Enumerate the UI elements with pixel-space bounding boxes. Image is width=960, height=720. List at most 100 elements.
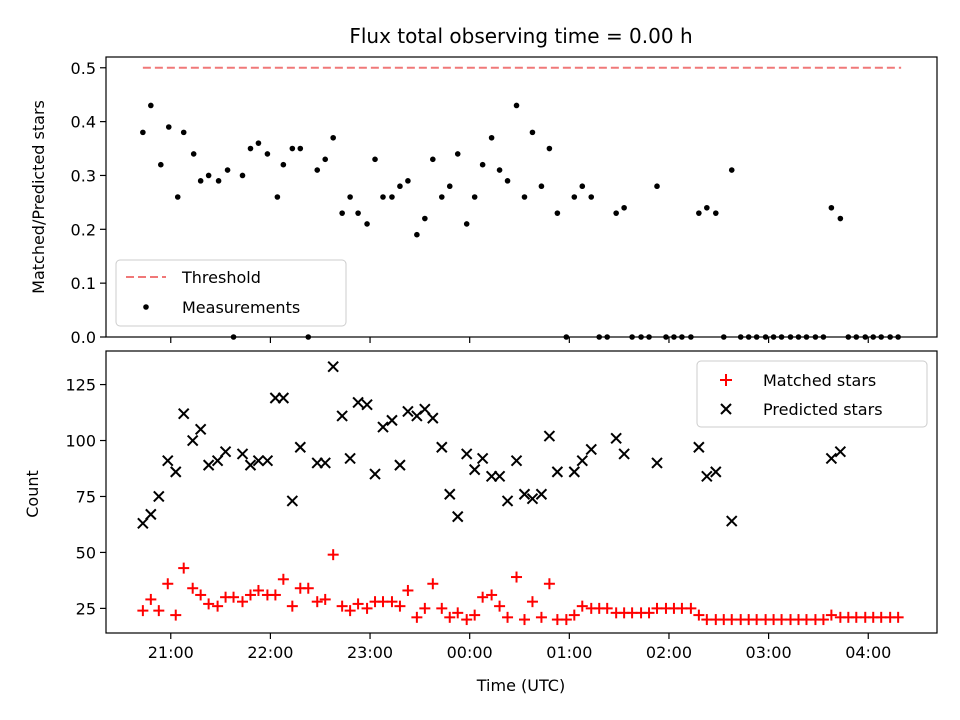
measurement-point bbox=[454, 151, 461, 157]
matched-star-point bbox=[461, 614, 473, 626]
matched-star-point bbox=[511, 571, 523, 583]
predicted-star-point bbox=[137, 517, 149, 530]
matched-star-point bbox=[825, 609, 837, 621]
matched-star-point bbox=[494, 600, 506, 612]
measurement-point bbox=[339, 210, 345, 216]
predicted-star-point bbox=[162, 454, 174, 467]
predicted-star-point bbox=[344, 452, 356, 465]
bottom-legend-box bbox=[696, 360, 928, 428]
matched-star-point bbox=[336, 600, 348, 612]
matched-star-point bbox=[568, 609, 580, 621]
measurement-point bbox=[546, 145, 553, 152]
matched-star-point bbox=[187, 582, 199, 594]
matched-star-point bbox=[352, 598, 364, 610]
bottom-xtick-label: 03:00 bbox=[746, 643, 792, 662]
matched-star-point bbox=[162, 578, 174, 590]
predicted-star-point bbox=[319, 457, 331, 469]
predicted-star-point bbox=[194, 423, 207, 436]
measurement-point bbox=[621, 204, 627, 211]
predicted-star-point bbox=[252, 454, 265, 467]
predicted-star-point bbox=[145, 508, 157, 521]
matched-star-point bbox=[685, 602, 697, 614]
predicted-star-point bbox=[693, 441, 705, 453]
matched-star-point bbox=[319, 593, 331, 605]
predicted-star-point bbox=[327, 360, 339, 373]
measurement-point bbox=[696, 210, 702, 216]
measurement-point bbox=[529, 129, 536, 136]
matched-star-point bbox=[817, 614, 829, 626]
matched-star-point bbox=[543, 578, 555, 590]
predicted-star-point bbox=[701, 470, 713, 483]
bottom-x-ticks: 21:00 22:00 23:00 00:00 01:00 02:00 03:00 04:00 bbox=[148, 633, 891, 662]
measurement-point bbox=[471, 194, 478, 200]
bottom-plot-marks bbox=[137, 360, 904, 626]
measurement-point bbox=[197, 178, 204, 184]
predicted-star-point bbox=[726, 515, 738, 527]
legend-measurements-swatch bbox=[143, 304, 149, 310]
bottom-xtick-label: 01:00 bbox=[546, 643, 592, 662]
matched-star-point bbox=[427, 578, 439, 590]
matched-star-point bbox=[269, 589, 281, 601]
measurement-point bbox=[488, 134, 495, 141]
matched-star-point bbox=[311, 596, 323, 608]
matched-star-point bbox=[344, 605, 356, 617]
predicted-star-point bbox=[244, 459, 257, 471]
matched-star-point bbox=[643, 607, 655, 619]
legend-predicted-swatch bbox=[720, 403, 732, 415]
predicted-star-point bbox=[419, 403, 431, 415]
measurement-point bbox=[148, 102, 154, 109]
measurement-point bbox=[728, 167, 735, 173]
measurement-point bbox=[554, 210, 561, 216]
predicted-star-point bbox=[610, 432, 622, 444]
matched-star-point bbox=[560, 614, 572, 626]
measurement-point bbox=[174, 194, 181, 200]
top-ytick-label: 0.4 bbox=[71, 113, 96, 132]
matched-star-point bbox=[419, 602, 431, 614]
bottom-ytick-label: 125 bbox=[65, 376, 96, 395]
predicted-star-point bbox=[261, 454, 274, 467]
bottom-xtick-label: 04:00 bbox=[845, 643, 891, 662]
matched-star-point bbox=[469, 609, 481, 621]
measurement-point bbox=[463, 221, 470, 227]
measurement-point bbox=[205, 172, 212, 179]
matched-star-point bbox=[477, 591, 489, 603]
predicted-star-point bbox=[501, 495, 514, 507]
matched-star-point bbox=[518, 614, 530, 626]
predicted-star-point bbox=[510, 454, 523, 467]
predicted-star-point bbox=[568, 466, 581, 478]
legend-matched-label: Matched stars bbox=[763, 371, 876, 390]
matched-star-point bbox=[411, 611, 423, 623]
measurement-point bbox=[430, 156, 436, 163]
matched-star-point bbox=[361, 602, 373, 614]
measurement-point bbox=[405, 178, 411, 184]
matched-star-point bbox=[444, 611, 456, 623]
measurement-point bbox=[247, 145, 254, 152]
matched-star-point bbox=[170, 609, 182, 621]
bottom-legend: Matched stars Predicted stars bbox=[696, 360, 928, 428]
measurement-point bbox=[372, 156, 378, 163]
predicted-star-point bbox=[277, 392, 290, 404]
predicted-star-point bbox=[236, 448, 249, 460]
predicted-star-point bbox=[825, 452, 838, 465]
matched-star-point bbox=[892, 611, 904, 623]
bottom-ytick-label: 50 bbox=[76, 543, 96, 562]
bottom-xtick-label: 23:00 bbox=[347, 643, 393, 662]
matched-star-point bbox=[153, 605, 165, 617]
predicted-star-point bbox=[170, 466, 182, 478]
legend-predicted-label: Predicted stars bbox=[763, 400, 883, 419]
matched-star-point bbox=[486, 589, 498, 601]
predicted-star-point bbox=[186, 434, 199, 447]
measurement-point bbox=[314, 167, 321, 173]
matched-star-point bbox=[277, 573, 289, 585]
matched-star-point bbox=[237, 596, 249, 608]
matched-star-point bbox=[228, 591, 240, 603]
measurement-point bbox=[712, 210, 719, 216]
matched-star-point bbox=[203, 598, 215, 610]
predicted-star-point bbox=[402, 405, 414, 418]
measurement-point bbox=[347, 194, 353, 200]
measurement-point bbox=[446, 183, 453, 190]
measurement-point bbox=[274, 194, 281, 200]
measurement-point bbox=[264, 151, 271, 157]
predicted-star-point bbox=[834, 446, 847, 458]
measurement-point bbox=[190, 151, 197, 157]
